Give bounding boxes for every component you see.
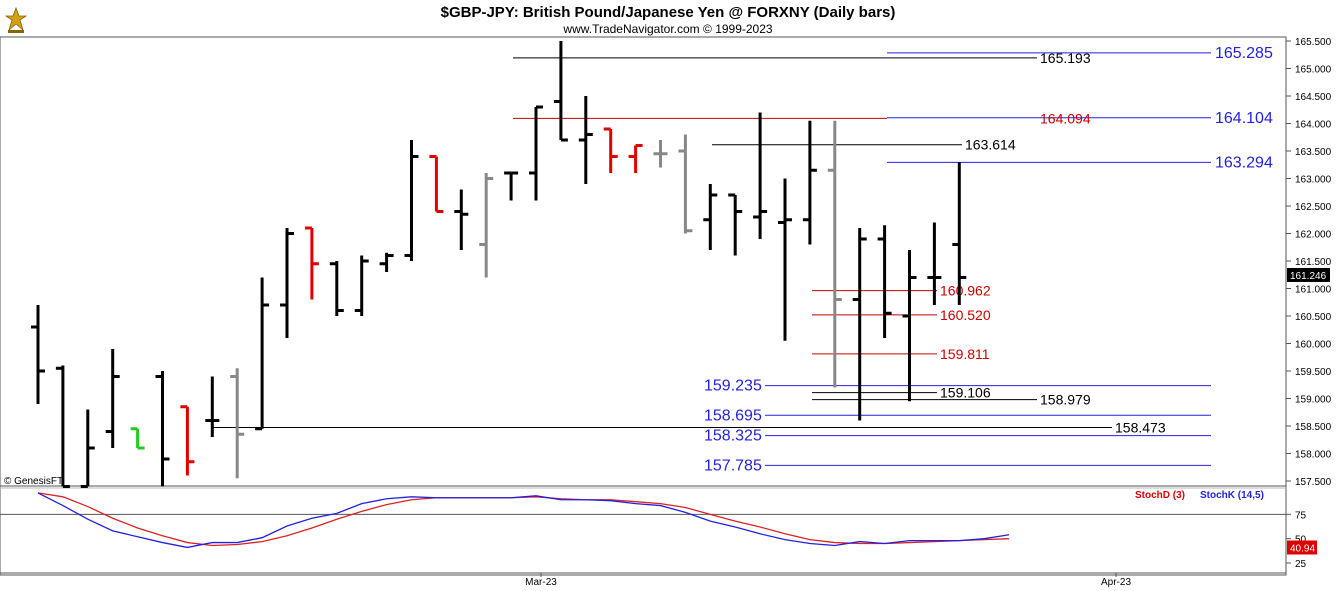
level-label: 165.193: [1040, 50, 1091, 66]
chart-subtitle: www.TradeNavigator.com © 1999-2023: [562, 22, 772, 36]
stoch-k-legend: StochK (14,5): [1200, 490, 1264, 501]
y-tick-label: 163.500: [1295, 147, 1332, 158]
price-bar: [479, 173, 494, 278]
price-bar: [205, 376, 220, 437]
level-label: 157.785: [704, 457, 762, 474]
stoch-k-line: [37, 492, 1010, 549]
stoch-y-label: 50: [1295, 535, 1307, 546]
price-bar: [155, 371, 170, 487]
level-label: 160.962: [940, 283, 991, 299]
price-bar: [404, 140, 419, 261]
y-tick-label: 159.000: [1295, 395, 1332, 406]
price-bar: [628, 144, 643, 173]
level-label: 160.520: [940, 307, 991, 323]
price-bar: [280, 228, 294, 338]
level-label: 163.294: [1215, 154, 1273, 171]
y-tick-label: 160.500: [1295, 312, 1332, 323]
x-tick-label: Mar-23: [525, 577, 557, 588]
y-tick-label: 158.500: [1295, 422, 1332, 433]
price-bar: [778, 178, 792, 341]
x-tick-label: Apr-23: [1101, 577, 1131, 588]
price-bar: [927, 222, 942, 305]
chart-frame: [0, 36, 1287, 576]
y-tick-label: 165.500: [1295, 37, 1332, 48]
y-tick-label: 162.500: [1295, 202, 1332, 213]
price-bar: [529, 105, 543, 201]
price-bar: [55, 365, 70, 488]
price-bar: [230, 368, 245, 479]
level-label: 163.614: [965, 137, 1016, 153]
price-bar: [130, 427, 145, 450]
x-axis: Mar-23 Apr-23: [525, 573, 1131, 588]
price-bar: [553, 41, 568, 142]
price-bar: [802, 120, 817, 245]
price-bar: [379, 252, 394, 272]
logo-icon: [4, 6, 28, 33]
level-label: 158.473: [1115, 419, 1166, 435]
y-tick-label: 157.500: [1295, 477, 1332, 488]
price-bar: [454, 189, 469, 250]
y-tick-label: 164.000: [1295, 120, 1332, 131]
price-bar: [852, 228, 867, 421]
price-bar: [504, 171, 519, 201]
level-label: 159.811: [940, 346, 990, 362]
level-label: 158.325: [704, 428, 762, 445]
y-tick-label: 163.000: [1295, 175, 1332, 186]
stoch-d-line: [37, 492, 1010, 547]
y-tick-label: 164.500: [1295, 92, 1332, 103]
stochastic-panel: 75 50 25 40.94 StochD (3) StochK (14,5): [0, 490, 1317, 570]
y-tick-label: 160.000: [1295, 340, 1332, 351]
y-tick-label: 165.000: [1295, 65, 1332, 76]
price-bar: [877, 225, 892, 338]
level-label: 164.104: [1215, 110, 1273, 127]
stoch-last-box: [1287, 540, 1317, 555]
last-price-label: 161.246: [1290, 271, 1327, 282]
price-bar: [827, 120, 842, 388]
level-label: 159.235: [704, 378, 762, 395]
price-bar: [603, 127, 618, 173]
price-bar: [578, 96, 593, 184]
price-bar: [180, 405, 195, 476]
price-bar: [80, 409, 95, 488]
price-bar: [653, 140, 668, 168]
stoch-last-label: 40.94: [1290, 543, 1315, 554]
price-bar: [902, 250, 917, 402]
level-lines: 165.285 165.193 164.104 164.094 163.614 163.2…: [213, 45, 1273, 474]
y-tick-label: 158.000: [1295, 450, 1332, 461]
last-price-box: [1287, 267, 1330, 282]
chart-title: $GBP-JPY: British Pound/Japanese Yen @ F…: [441, 4, 896, 21]
price-bar: [255, 277, 270, 431]
stoch-d-legend: StochD (3): [1135, 490, 1185, 501]
price-bar: [429, 155, 444, 213]
price-bar: [753, 112, 768, 239]
y-tick-label: 161.000: [1295, 285, 1332, 296]
price-bar: [31, 305, 45, 404]
stoch-y-label: 25: [1295, 559, 1307, 570]
level-label: 165.285: [1215, 45, 1273, 62]
watermark: © GenesisFT: [4, 476, 63, 487]
price-bar: [329, 261, 344, 316]
price-bar: [952, 162, 967, 305]
price-bar: [728, 193, 743, 256]
y-axis: 165.500 165.000 164.500 164.000 163.500 163.0…: [1286, 37, 1332, 488]
price-bar: [354, 255, 369, 316]
level-label: 158.979: [1040, 392, 1091, 408]
price-bar: [703, 184, 718, 250]
level-label: 164.094: [1040, 110, 1091, 126]
y-tick-label: 162.000: [1295, 230, 1332, 241]
price-bars: [31, 41, 967, 488]
price-bar: [678, 134, 693, 234]
price-bar: [304, 226, 319, 300]
y-tick-label: 161.500: [1295, 257, 1332, 268]
y-tick-label: 159.500: [1295, 367, 1332, 378]
level-label: 159.106: [940, 385, 991, 401]
stoch-y-label: 75: [1295, 510, 1307, 521]
price-bar: [105, 349, 120, 448]
level-label: 158.695: [704, 407, 762, 424]
